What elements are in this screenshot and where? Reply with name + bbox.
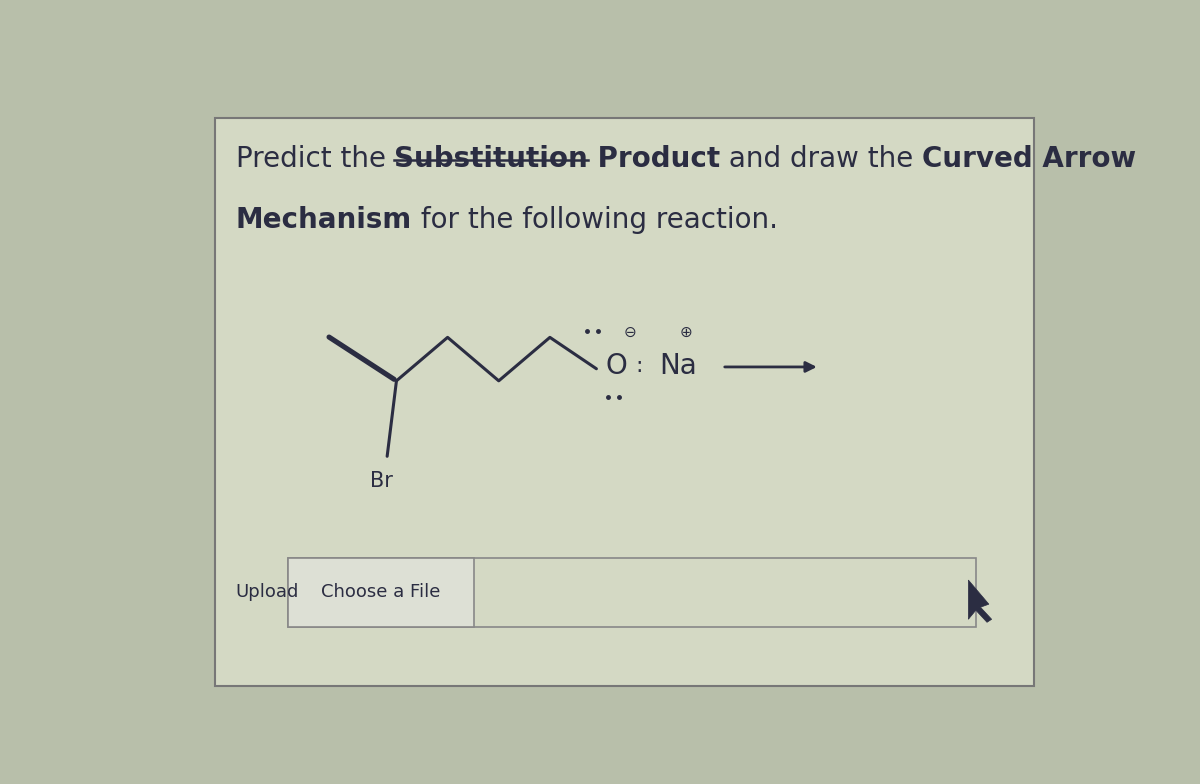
Text: Curved Arrow: Curved Arrow <box>923 145 1136 173</box>
Text: for the following reaction.: for the following reaction. <box>412 205 778 234</box>
FancyBboxPatch shape <box>288 557 474 627</box>
Text: and draw the: and draw the <box>720 145 923 173</box>
Text: Br: Br <box>371 471 394 492</box>
Text: ⊖: ⊖ <box>624 325 636 340</box>
Text: Predict the: Predict the <box>235 145 395 173</box>
Text: ⊕: ⊕ <box>679 325 692 340</box>
FancyBboxPatch shape <box>215 118 1033 686</box>
Polygon shape <box>968 580 991 622</box>
Text: Mechanism: Mechanism <box>235 205 412 234</box>
Text: Na: Na <box>660 352 697 379</box>
Text: Product: Product <box>588 145 720 173</box>
Text: O: O <box>606 352 628 379</box>
Text: Upload: Upload <box>235 583 299 601</box>
Text: :: : <box>636 356 643 376</box>
Text: Choose a File: Choose a File <box>320 583 440 601</box>
Text: Substitution: Substitution <box>395 145 588 173</box>
